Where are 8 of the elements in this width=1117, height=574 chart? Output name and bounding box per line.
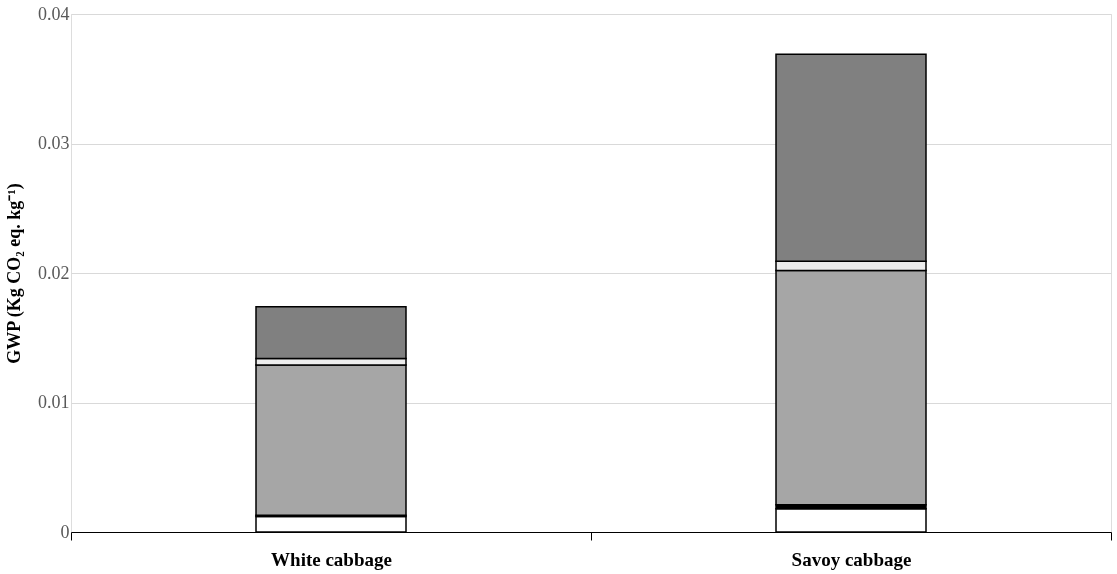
x-tick-label: Savoy cabbage [791,548,912,570]
x-tick-label: White cabbage [271,548,392,570]
y-tick-label: 0.02 [38,262,70,283]
y-tick-label: 0.01 [38,392,70,412]
y-axis-title: GWP (Kg CO₂ eq. kg⁻¹) [4,183,25,364]
y-tick-label: 0 [60,521,70,542]
y-tick-label: 0.04 [38,3,70,24]
y-tick-label: 0.03 [38,133,70,153]
